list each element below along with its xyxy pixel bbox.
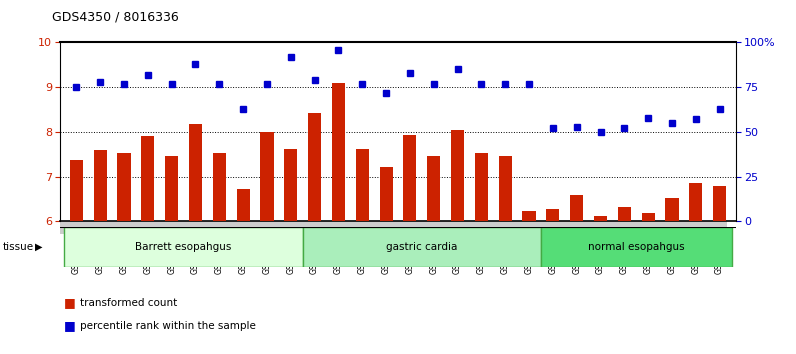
Bar	[475, 153, 488, 221]
Bar	[522, 211, 536, 221]
Bar	[284, 149, 298, 221]
Bar	[64, 227, 302, 267]
Bar	[260, 132, 274, 221]
Bar	[546, 209, 560, 221]
Bar	[642, 213, 654, 221]
Bar	[356, 149, 369, 221]
Bar	[570, 195, 583, 221]
Text: transformed count: transformed count	[80, 298, 177, 308]
Bar	[70, 160, 83, 221]
Bar	[713, 187, 726, 221]
Text: gastric cardia: gastric cardia	[386, 242, 458, 252]
Bar	[189, 124, 202, 221]
Bar	[213, 153, 226, 221]
Bar	[142, 136, 154, 221]
Bar	[618, 207, 631, 221]
Bar	[94, 150, 107, 221]
Text: Barrett esopahgus: Barrett esopahgus	[135, 242, 232, 252]
Bar	[404, 136, 416, 221]
Bar	[302, 227, 541, 267]
Bar	[665, 198, 678, 221]
Text: ■: ■	[64, 319, 76, 332]
Text: ▶: ▶	[35, 242, 42, 252]
Bar	[689, 183, 702, 221]
Text: tissue: tissue	[2, 242, 33, 252]
Text: GDS4350 / 8016336: GDS4350 / 8016336	[52, 10, 178, 23]
Bar	[118, 153, 131, 221]
Bar	[60, 221, 727, 234]
Bar	[332, 83, 345, 221]
Bar	[594, 216, 607, 221]
Bar	[165, 155, 178, 221]
Text: percentile rank within the sample: percentile rank within the sample	[80, 321, 256, 331]
Bar	[498, 155, 512, 221]
Bar	[427, 155, 440, 221]
Bar	[541, 227, 732, 267]
Text: normal esopahgus: normal esopahgus	[588, 242, 685, 252]
Bar	[380, 167, 392, 221]
Text: ■: ■	[64, 296, 76, 309]
Bar	[308, 113, 321, 221]
Bar	[451, 130, 464, 221]
Bar	[236, 189, 250, 221]
